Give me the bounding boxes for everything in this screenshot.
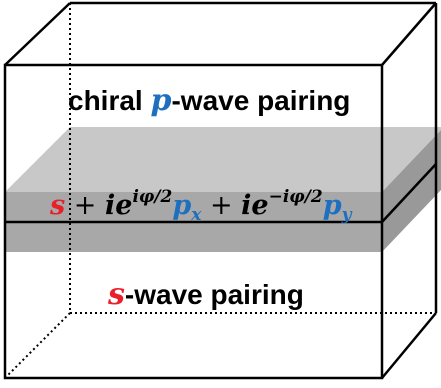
ie-term: ie: [105, 190, 132, 221]
interface-label: s + ieiφ/2px + ie−iφ/2py: [49, 187, 353, 225]
interface-plane-edges: [5, 163, 437, 224]
px-symbol: p: [172, 190, 191, 221]
bottom-label-suffix: -wave pairing: [125, 279, 304, 310]
py-symbol: p: [323, 190, 342, 221]
hidden-edges: [4, 3, 436, 379]
bottom-region-label: s-wave pairing: [107, 277, 304, 312]
p-symbol: p: [150, 83, 171, 118]
s-symbol: s: [107, 277, 125, 312]
phase-exponent: −iφ/2: [269, 187, 323, 207]
ie-term: ie: [241, 190, 268, 221]
top-label-suffix: -wave pairing: [171, 85, 350, 116]
y-subscript: y: [341, 205, 353, 225]
top-region-label: chiral p-wave pairing: [68, 83, 350, 118]
interface-layer-top-face: [5, 127, 441, 192]
plus-sign: +: [201, 190, 241, 221]
phase-exponent: iφ/2: [132, 187, 172, 207]
s-symbol: s: [49, 190, 65, 221]
top-label-prefix: chiral: [68, 85, 150, 116]
plus-sign: +: [65, 190, 105, 221]
x-subscript: x: [190, 205, 202, 225]
